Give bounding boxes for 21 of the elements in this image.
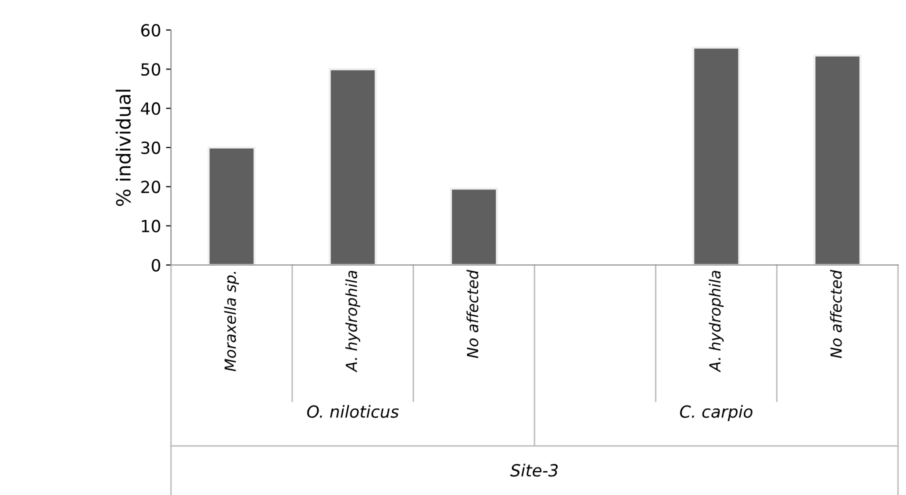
x-tick-label: A. hydrophila <box>708 270 724 372</box>
text: C. carpio <box>680 404 752 422</box>
y-tick-label: 0 <box>152 258 160 272</box>
bar <box>813 54 862 265</box>
x-tick-label: No affected <box>466 270 478 358</box>
y-tick-label: 10 <box>142 220 160 232</box>
text: Site-3 <box>510 464 558 477</box>
y-axis-title: % individual <box>116 90 131 206</box>
bar <box>328 68 377 265</box>
y-tick-label: 50 <box>141 63 160 76</box>
text: O. niloticus <box>307 404 399 418</box>
bar <box>450 188 498 265</box>
x-tick-label: No affected <box>830 270 842 358</box>
x-tick-label: Moraxella sp. <box>224 272 239 372</box>
y-tick-label: 20 <box>141 180 160 194</box>
y-tick-label: 60 <box>141 24 160 37</box>
y-tick-label: 40 <box>140 102 160 115</box>
x-tick-label: A. hydrophila <box>345 270 360 372</box>
bar <box>692 46 740 265</box>
y-tick-label: 30 <box>141 141 160 154</box>
bar <box>208 146 256 265</box>
